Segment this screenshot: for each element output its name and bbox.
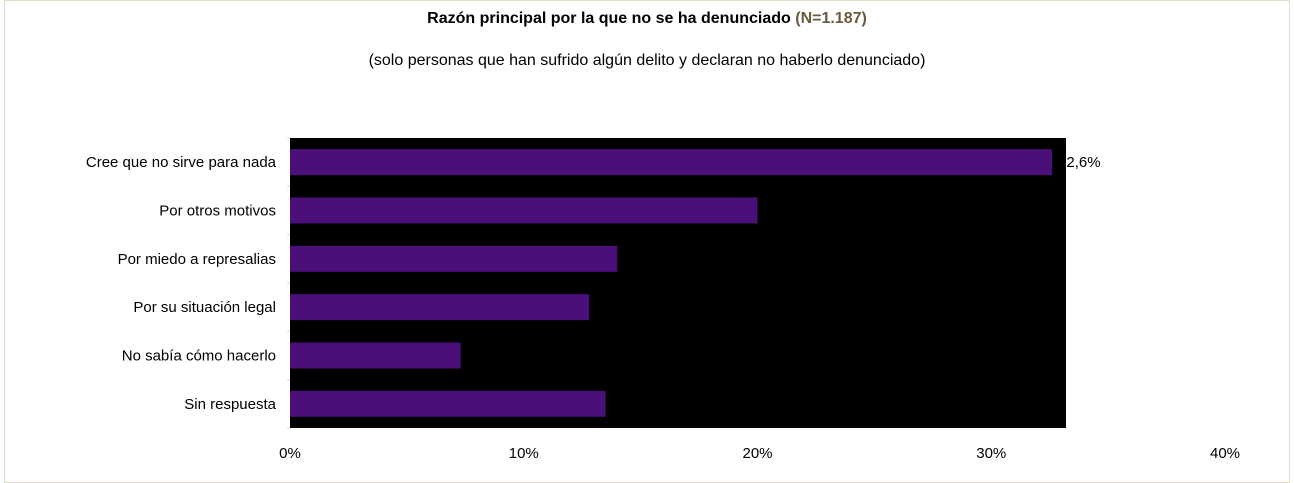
chart-subtitle: (solo personas que han sufrido algún del…: [368, 52, 926, 69]
chart-title: Razón principal por la que no se ha denu…: [0, 10, 1294, 28]
plot-area: [290, 138, 1066, 428]
bar: [290, 294, 590, 321]
category-label: Sin respuesta: [184, 396, 276, 413]
category-label: Por miedo a represalias: [118, 251, 276, 268]
category-label: Por otros motivos: [159, 203, 276, 220]
bar: [290, 390, 606, 417]
x-tick-label: 40%: [1210, 445, 1240, 462]
x-tick-labels: 0% 10% 20% 30% 40%: [279, 445, 1240, 462]
y-axis-ticks: [287, 137, 290, 429]
chart-title-n: (N=1.187): [795, 10, 867, 27]
data-label: 32,6%: [1058, 154, 1101, 171]
x-tick-label: 30%: [976, 445, 1006, 462]
bars: [290, 149, 1053, 417]
x-tick-label: 0%: [279, 445, 301, 462]
x-tick-label: 10%: [509, 445, 539, 462]
category-label: Cree que no sirve para nada: [86, 154, 277, 171]
x-tick-label: 20%: [742, 445, 772, 462]
bar: [290, 197, 758, 224]
category-labels: Cree que no sirve para nada Por otros mot…: [86, 154, 277, 413]
chart-title-text: Razón principal por la que no se ha denu…: [427, 10, 791, 27]
data-labels: 32,6%: [1058, 154, 1101, 171]
bar: [290, 342, 461, 369]
category-label: Por su situación legal: [133, 299, 276, 316]
bar: [290, 149, 1053, 176]
category-label: No sabía cómo hacerlo: [122, 348, 276, 365]
bar: [290, 245, 618, 272]
